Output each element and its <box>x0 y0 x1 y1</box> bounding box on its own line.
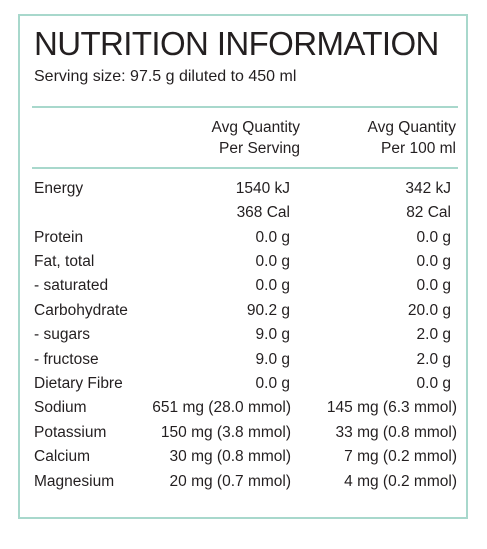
table-row: Sodium 651 mg (28.0 mmol) 145 mg (6.3 mm… <box>20 396 466 420</box>
table-row: - fructose 9.0 g 2.0 g <box>20 348 466 372</box>
table-row: Potassium 150 mg (3.8 mmol) 33 mg (0.8 m… <box>20 421 466 445</box>
row-per-serving: 0.0 g <box>255 375 290 392</box>
mineral-per-serving: 651 mg (28.0 mmol) <box>152 399 291 416</box>
table-row: Fat, total 0.0 g 0.0 g <box>20 250 466 274</box>
mineral-per-serving: 30 mg (0.8 mmol) <box>169 448 291 465</box>
row-per-serving: 368 Cal <box>236 204 290 221</box>
row-per-100ml: 2.0 g <box>416 351 451 368</box>
table-row: Magnesium 20 mg (0.7 mmol) 4 mg (0.2 mmo… <box>20 470 466 494</box>
table-row: Energy 1540 kJ 342 kJ <box>20 177 466 201</box>
divider-header <box>32 167 458 169</box>
table-row: - sugars 9.0 g 2.0 g <box>20 323 466 347</box>
nutrition-panel: NUTRITION INFORMATION Serving size: 97.5… <box>18 14 468 519</box>
row-per-100ml: 0.0 g <box>416 229 451 246</box>
header-per-serving: Avg Quantity Per Serving <box>212 117 300 159</box>
row-per-100ml: 342 kJ <box>405 180 451 197</box>
row-label: Energy <box>34 180 84 197</box>
row-label: Carbohydrate <box>34 302 128 319</box>
row-per-serving: 9.0 g <box>255 351 290 368</box>
row-label: - fructose <box>34 351 99 368</box>
row-per-100ml: 82 Cal <box>406 204 451 221</box>
row-per-serving: 90.2 g <box>246 302 290 319</box>
table-row: Carbohydrate 90.2 g 20.0 g <box>20 299 466 323</box>
table-row: Dietary Fibre 0.0 g 0.0 g <box>20 372 466 396</box>
panel-title: NUTRITION INFORMATION <box>34 25 439 62</box>
row-per-serving: 0.0 g <box>255 253 290 270</box>
row-label: - sugars <box>34 326 90 343</box>
row-per-serving: 0.0 g <box>255 277 290 294</box>
mineral-label: Magnesium <box>34 473 115 490</box>
mineral-per-serving: 20 mg (0.7 mmol) <box>169 473 291 490</box>
row-per-serving: 0.0 g <box>255 229 290 246</box>
row-per-100ml: 2.0 g <box>416 326 451 343</box>
table-row: Calcium 30 mg (0.8 mmol) 7 mg (0.2 mmol) <box>20 445 466 469</box>
header-per-serving-line2: Per Serving <box>219 140 300 157</box>
header-per-100ml-line2: Per 100 ml <box>381 140 456 157</box>
mineral-per-100ml: 7 mg (0.2 mmol) <box>344 448 457 465</box>
row-per-100ml: 20.0 g <box>407 302 451 319</box>
row-per-serving: 9.0 g <box>255 326 290 343</box>
serving-size: Serving size: 97.5 g diluted to 450 ml <box>34 68 297 85</box>
row-label: Dietary Fibre <box>34 375 123 392</box>
mineral-per-100ml: 145 mg (6.3 mmol) <box>326 399 457 416</box>
mineral-per-100ml: 33 mg (0.8 mmol) <box>335 424 457 441</box>
mineral-label: Potassium <box>34 424 107 441</box>
mineral-label: Calcium <box>34 448 90 465</box>
row-label: - saturated <box>34 277 109 294</box>
row-label: Protein <box>34 229 84 246</box>
row-per-100ml: 0.0 g <box>416 277 451 294</box>
mineral-label: Sodium <box>34 399 87 416</box>
table-row: - saturated 0.0 g 0.0 g <box>20 274 466 298</box>
divider-top <box>32 106 458 108</box>
header-per-serving-line1: Avg Quantity <box>211 119 300 136</box>
row-per-serving: 1540 kJ <box>235 180 290 197</box>
mineral-per-serving: 150 mg (3.8 mmol) <box>160 424 291 441</box>
table-row: Protein 0.0 g 0.0 g <box>20 226 466 250</box>
header-per-100ml: Avg Quantity Per 100 ml <box>368 117 456 159</box>
row-label: Fat, total <box>34 253 95 270</box>
header-per-100ml-line1: Avg Quantity <box>367 119 456 136</box>
mineral-per-100ml: 4 mg (0.2 mmol) <box>344 473 457 490</box>
row-per-100ml: 0.0 g <box>416 375 451 392</box>
table-row: 368 Cal 82 Cal <box>20 201 466 225</box>
row-per-100ml: 0.0 g <box>416 253 451 270</box>
